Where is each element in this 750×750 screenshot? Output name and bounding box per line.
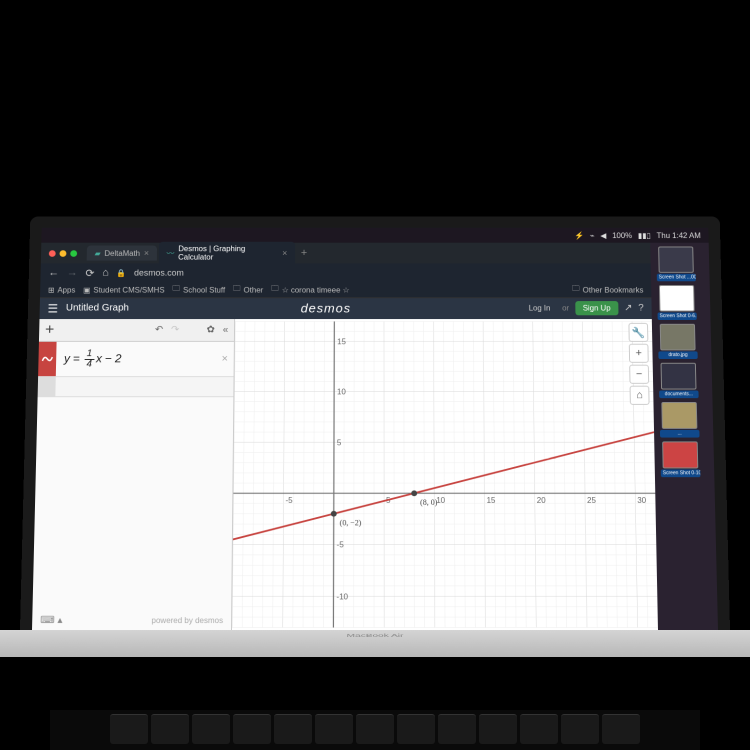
- expression-tab-empty: [38, 377, 56, 396]
- desktop-file[interactable]: drato.jpg: [658, 324, 698, 359]
- battery-pct: 100%: [612, 231, 632, 239]
- desmos-body: + ↶ ↷ ✿ « y =: [32, 319, 658, 630]
- zoom-out-button[interactable]: −: [629, 365, 649, 384]
- clock: Thu 1:42 AM: [657, 231, 701, 239]
- tab-desmos[interactable]: 〰 Desmos | Graphing Calculator ×: [159, 242, 296, 265]
- wave-icon: [41, 353, 53, 364]
- desktop-file[interactable]: Screen Shot 0-10...6.38 P: [660, 441, 700, 477]
- desktop-icons-column: Screen Shot ...00.30 PM Screen Shot 0-6.…: [652, 243, 718, 630]
- laptop-base: MacBook Air: [0, 630, 750, 657]
- svg-text:30: 30: [637, 496, 647, 505]
- expression-panel: + ↶ ↷ ✿ « y =: [32, 319, 235, 630]
- traffic-lights[interactable]: [49, 250, 77, 257]
- bookmark-item[interactable]: ▣ Student CMS/SMHS: [83, 286, 165, 294]
- desmos-header: ☰ Untitled Graph desmos Log In or Sign U…: [39, 298, 651, 319]
- tab-deltamath[interactable]: ▰ DeltaMath ×: [87, 246, 157, 261]
- home-button[interactable]: ⌂: [102, 267, 109, 278]
- graph-title[interactable]: Untitled Graph: [66, 303, 129, 313]
- close-tab-icon[interactable]: ×: [144, 248, 149, 257]
- svg-text:-5: -5: [286, 496, 294, 505]
- svg-text:-10: -10: [337, 592, 349, 601]
- close-tab-icon[interactable]: ×: [282, 248, 287, 257]
- bookmark-folder[interactable]: 🗀 School Stuff: [172, 283, 225, 296]
- back-button[interactable]: ←: [48, 267, 59, 278]
- desktop-file[interactable]: Screen Shot 0-6...41.59 PM: [657, 285, 697, 320]
- url-field[interactable]: desmos.com: [134, 268, 643, 277]
- graph-canvas[interactable]: -551015202530-10-551015(0, −2)(8, 0) 🔧 +…: [232, 319, 658, 630]
- laptop-brand: MacBook Air: [346, 633, 403, 638]
- svg-text:(0, −2): (0, −2): [340, 518, 362, 527]
- bookmarks-bar: ⊞ Apps ▣ Student CMS/SMHS 🗀 School Stuff…: [40, 282, 651, 298]
- login-button[interactable]: Log In: [523, 302, 557, 314]
- desmos-logo: desmos: [301, 302, 351, 316]
- expression-row[interactable]: y = 14x − 2 ×: [38, 342, 234, 377]
- svg-text:20: 20: [537, 496, 547, 505]
- expression-toolbar: + ↶ ↷ ✿ «: [39, 319, 234, 342]
- svg-text:25: 25: [587, 496, 597, 505]
- zoom-home-button[interactable]: ⌂: [630, 386, 650, 405]
- svg-text:15: 15: [337, 338, 346, 347]
- expression-color-tab[interactable]: [38, 342, 56, 376]
- new-tab-button[interactable]: +: [301, 247, 307, 258]
- macos-menubar: ⚡ ⌁ ◀ 100% ▮▮▯ Thu 1:42 AM: [41, 228, 708, 243]
- bluetooth-icon: ⚡: [574, 231, 584, 239]
- svg-text:10: 10: [337, 388, 346, 397]
- maximize-window-icon[interactable]: [70, 250, 77, 257]
- address-bar: ← → ⟳ ⌂ 🔒 desmos.com: [40, 263, 651, 282]
- add-expression-button[interactable]: +: [45, 321, 55, 338]
- expression-input[interactable]: y = 14x − 2: [56, 343, 216, 374]
- undo-icon[interactable]: ↶: [155, 325, 163, 335]
- graph-svg[interactable]: -551015202530-10-551015(0, −2)(8, 0): [232, 319, 658, 630]
- redo-icon[interactable]: ↷: [171, 325, 179, 335]
- forward-button[interactable]: →: [67, 267, 78, 278]
- graph-settings-icon[interactable]: 🔧: [628, 323, 648, 342]
- keyboard: [50, 710, 700, 750]
- desktop-file[interactable]: documents...: [659, 363, 699, 398]
- collapse-panel-icon[interactable]: «: [223, 325, 229, 335]
- lock-icon: 🔒: [116, 269, 126, 277]
- bookmark-folder[interactable]: 🗀 ☆ corona timeee ☆: [271, 283, 350, 296]
- powered-by-label: powered by desmos: [151, 616, 223, 625]
- svg-text:5: 5: [337, 438, 342, 447]
- screen: ⚡ ⌁ ◀ 100% ▮▮▯ Thu 1:42 AM ▰ DeltaMath ×: [32, 228, 718, 630]
- laptop-frame: ⚡ ⌁ ◀ 100% ▮▮▯ Thu 1:42 AM ▰ DeltaMath ×: [20, 217, 730, 630]
- expression-footer: ⌨ ▴ powered by desmos: [32, 610, 231, 630]
- help-icon[interactable]: ?: [638, 303, 644, 313]
- graph-tools: 🔧 + − ⌂: [628, 323, 649, 405]
- tab-label: Desmos | Graphing Calculator: [178, 245, 278, 262]
- tab-label: DeltaMath: [104, 249, 140, 257]
- svg-text:-5: -5: [337, 541, 345, 550]
- zoom-in-button[interactable]: +: [629, 344, 649, 363]
- apps-button[interactable]: ⊞ Apps: [48, 286, 75, 294]
- tab-favicon-icon: ▰: [95, 249, 101, 257]
- wifi-icon: ⌁: [590, 231, 595, 239]
- tab-bar: ▰ DeltaMath × 〰 Desmos | Graphing Calcul…: [41, 243, 651, 264]
- settings-icon[interactable]: ✿: [207, 325, 215, 335]
- svg-text:10: 10: [436, 496, 445, 505]
- close-window-icon[interactable]: [49, 250, 56, 257]
- signup-button[interactable]: Sign Up: [575, 302, 619, 316]
- menu-icon[interactable]: ☰: [47, 302, 58, 315]
- expression-empty-area[interactable]: [32, 397, 233, 610]
- desktop-file[interactable]: Screen Shot ...00.30 PM: [656, 246, 696, 281]
- delete-expression-icon[interactable]: ×: [216, 353, 234, 364]
- svg-text:(8, 0): (8, 0): [420, 498, 438, 507]
- reload-button[interactable]: ⟳: [85, 267, 94, 279]
- bookmark-folder[interactable]: 🗀 Other: [233, 283, 263, 296]
- desktop-file[interactable]: ...: [659, 402, 699, 438]
- battery-icon: ▮▮▯: [638, 231, 651, 239]
- keyboard-icon[interactable]: ⌨ ▴: [40, 615, 62, 626]
- expression-row-empty[interactable]: [38, 377, 234, 397]
- svg-text:15: 15: [487, 496, 497, 505]
- volume-icon: ◀: [600, 231, 606, 239]
- other-bookmarks[interactable]: 🗀 Other Bookmarks: [572, 283, 644, 296]
- chrome-window: ▰ DeltaMath × 〰 Desmos | Graphing Calcul…: [32, 243, 658, 630]
- tab-favicon-icon: 〰: [166, 248, 174, 258]
- or-label: or: [562, 304, 569, 313]
- share-icon[interactable]: ↗: [624, 303, 632, 313]
- minimize-window-icon[interactable]: [60, 250, 67, 257]
